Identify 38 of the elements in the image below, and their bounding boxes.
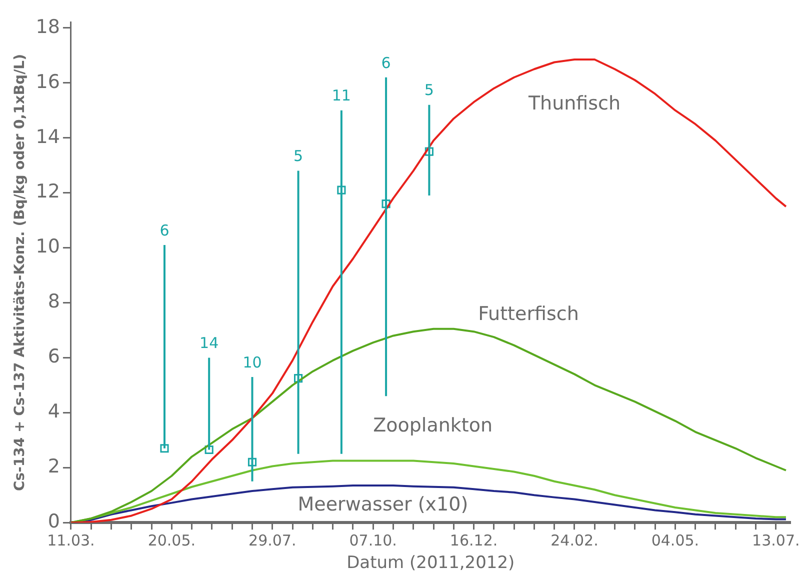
x-tick-label: 11.03.: [47, 531, 95, 550]
x-tick-label: 07.10.: [349, 531, 397, 550]
point: [248, 458, 257, 466]
x-tick-label: 04.05.: [651, 531, 700, 550]
series-label: Meerwasser (x10): [298, 493, 468, 516]
annotation: 10: [242, 353, 262, 372]
series-label: Thunfisch: [527, 92, 621, 114]
x-tick-label: 16.12.: [450, 531, 498, 550]
y-tick-label: 14: [36, 126, 60, 148]
point: [424, 147, 434, 156]
x-tick-label: 24.02.: [550, 531, 598, 550]
point: [337, 186, 346, 194]
x-axis-title: Datum (2011,2012): [346, 553, 515, 574]
y-tick-label: 18: [36, 16, 60, 38]
annotation: 6: [160, 221, 170, 240]
y-tick-label: 0: [48, 510, 60, 533]
x-tick-label: 13.07.: [752, 531, 800, 550]
x-tick-label: 29.07.: [248, 531, 296, 550]
y-tick-label: 4: [48, 400, 60, 423]
series-label: Futterfisch: [478, 302, 579, 325]
y-tick-label: 6: [48, 346, 60, 368]
y-tick-label: 16: [36, 70, 60, 93]
annotation: 14: [200, 334, 219, 352]
annotation: 11: [332, 86, 351, 105]
y-tick-label: 8: [48, 290, 60, 313]
point: [382, 200, 390, 208]
y-axis-title: Cs-134 + Cs-137 Aktivitäts-Konz. (Bq/kg oder 0,1xBq/L): [12, 54, 28, 491]
y-tick-label: 2: [48, 456, 60, 478]
point: [294, 374, 303, 383]
annotation: 5: [294, 147, 304, 166]
point: [204, 445, 214, 454]
point: [160, 444, 169, 453]
x-tick-label: 20.05.: [148, 531, 196, 550]
series-label: Zooplankton: [373, 414, 493, 437]
annotation: 5: [424, 81, 434, 100]
annotation: 6: [381, 54, 391, 72]
y-tick-label: 10: [36, 236, 60, 258]
y-tick-label: 12: [36, 180, 60, 203]
